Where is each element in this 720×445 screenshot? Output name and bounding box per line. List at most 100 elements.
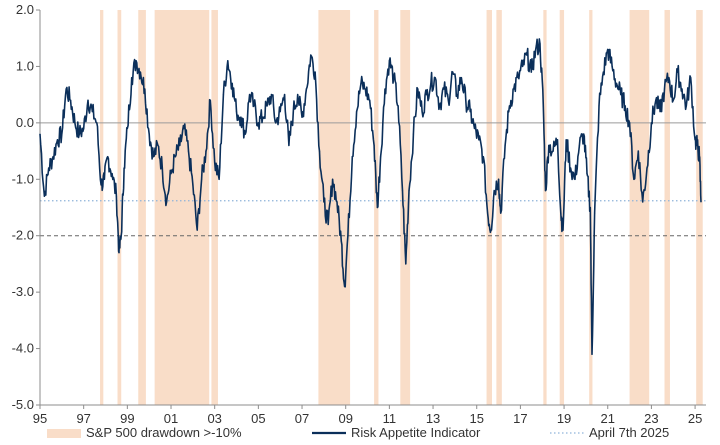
drawdown-band-5 bbox=[318, 10, 351, 405]
drawdown-band-9 bbox=[496, 10, 502, 405]
data-point bbox=[663, 88, 666, 90]
reference-lines bbox=[40, 122, 706, 237]
data-point bbox=[144, 88, 146, 90]
data-point bbox=[659, 110, 661, 113]
data-point bbox=[478, 139, 480, 141]
data-point bbox=[340, 240, 342, 242]
data-point bbox=[508, 105, 511, 107]
drawdown-band-3 bbox=[154, 10, 210, 405]
data-point bbox=[48, 167, 50, 169]
data-point bbox=[356, 110, 358, 113]
drawdown-band-1 bbox=[117, 10, 122, 405]
data-point bbox=[620, 94, 622, 96]
data-point bbox=[443, 88, 445, 90]
drawdown-band-7 bbox=[400, 10, 411, 405]
data-point bbox=[598, 105, 600, 107]
data-point bbox=[393, 77, 395, 79]
data-point bbox=[562, 229, 564, 231]
data-point bbox=[530, 71, 532, 73]
data-point bbox=[650, 122, 653, 124]
x-tick-label: 25 bbox=[688, 411, 702, 426]
data-point bbox=[231, 82, 233, 84]
axes bbox=[36, 9, 706, 409]
data-point bbox=[700, 201, 702, 203]
data-point bbox=[539, 43, 541, 45]
data-point bbox=[301, 116, 303, 118]
data-point bbox=[135, 60, 137, 62]
data-point bbox=[297, 94, 299, 96]
data-point bbox=[235, 110, 238, 113]
data-point bbox=[120, 235, 122, 237]
x-tick-label: 15 bbox=[469, 411, 483, 426]
data-point bbox=[336, 201, 338, 203]
data-point bbox=[552, 150, 554, 152]
y-tick-label: -3.0 bbox=[12, 284, 34, 299]
data-point bbox=[417, 88, 419, 90]
x-tick-label: 09 bbox=[338, 411, 352, 426]
data-point bbox=[209, 99, 211, 101]
data-point bbox=[52, 156, 54, 158]
data-point bbox=[148, 133, 150, 135]
x-tick-label: 07 bbox=[295, 411, 309, 426]
data-point bbox=[61, 133, 63, 135]
data-point bbox=[87, 99, 89, 101]
data-point bbox=[183, 127, 185, 130]
drawdown-band-2 bbox=[138, 10, 146, 405]
data-point bbox=[690, 77, 692, 79]
data-point bbox=[633, 178, 635, 180]
data-point bbox=[490, 229, 492, 231]
data-point bbox=[439, 105, 441, 107]
drawdown-band-15 bbox=[696, 10, 703, 405]
data-point bbox=[262, 116, 264, 118]
data-point bbox=[637, 150, 639, 152]
y-tick-label: 1.0 bbox=[16, 58, 34, 73]
legend-swatch-drawdown bbox=[47, 429, 81, 438]
data-point bbox=[373, 144, 375, 147]
data-point bbox=[157, 144, 159, 147]
drawdown-band-4 bbox=[211, 10, 218, 405]
data-point bbox=[452, 71, 454, 73]
data-point bbox=[589, 206, 591, 209]
data-point bbox=[347, 235, 349, 237]
data-point bbox=[500, 212, 502, 214]
data-point bbox=[685, 105, 687, 107]
data-point bbox=[332, 178, 334, 180]
y-tick-label: -2.0 bbox=[12, 228, 34, 243]
data-point bbox=[111, 173, 113, 175]
data-point bbox=[305, 88, 307, 90]
data-point bbox=[283, 94, 286, 96]
data-point bbox=[318, 150, 321, 152]
drawdown-band-11 bbox=[559, 10, 565, 405]
data-point bbox=[240, 116, 242, 118]
data-point bbox=[103, 178, 106, 180]
data-point bbox=[78, 133, 80, 135]
data-point bbox=[266, 105, 268, 107]
data-point bbox=[364, 88, 366, 90]
data-point bbox=[668, 77, 670, 79]
data-point bbox=[253, 105, 255, 107]
data-point bbox=[323, 201, 325, 203]
x-tick-label: 01 bbox=[164, 411, 178, 426]
data-point bbox=[244, 133, 246, 135]
data-point bbox=[152, 156, 155, 158]
data-point bbox=[107, 156, 109, 158]
data-point bbox=[696, 144, 698, 147]
x-tick-label: 97 bbox=[76, 411, 90, 426]
data-point bbox=[115, 195, 118, 197]
data-point bbox=[360, 82, 362, 84]
data-point bbox=[497, 178, 500, 180]
drawdown-band-14 bbox=[664, 10, 670, 405]
data-point bbox=[583, 133, 585, 135]
data-point bbox=[412, 133, 414, 135]
data-point bbox=[314, 71, 316, 73]
data-point bbox=[69, 99, 72, 101]
data-point bbox=[493, 189, 495, 192]
data-point bbox=[473, 127, 476, 130]
y-tick-label: -4.0 bbox=[12, 341, 34, 356]
data-point bbox=[288, 144, 290, 147]
x-tick-label: 17 bbox=[513, 411, 527, 426]
x-tick-label: 13 bbox=[426, 411, 440, 426]
data-point bbox=[327, 223, 329, 226]
data-point bbox=[586, 173, 588, 175]
data-point bbox=[517, 77, 519, 79]
